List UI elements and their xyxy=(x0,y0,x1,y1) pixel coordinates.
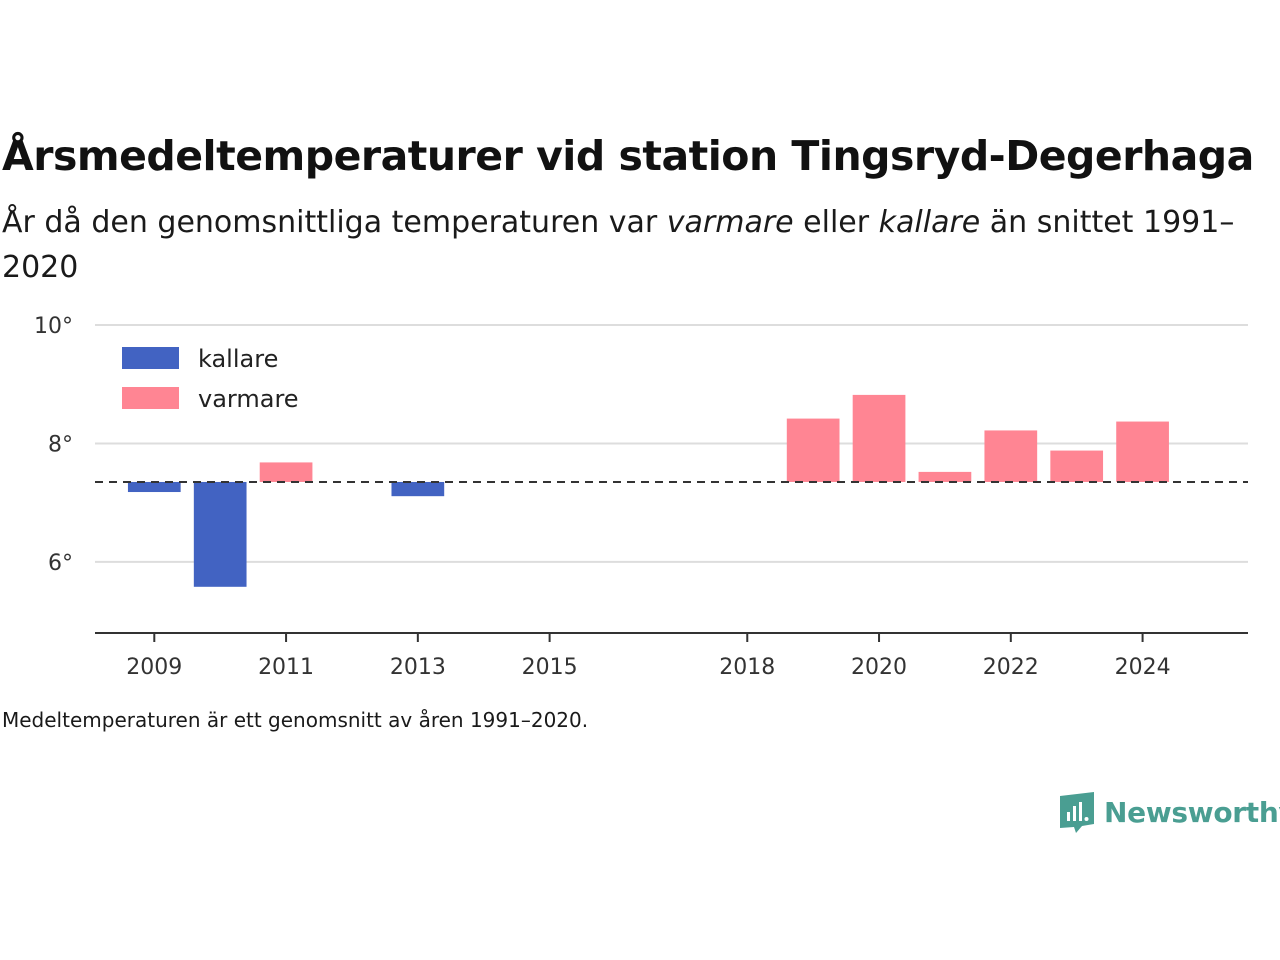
x-tick-label-2009: 2009 xyxy=(126,655,182,680)
x-tick-label-2018: 2018 xyxy=(719,655,775,680)
bar-2021 xyxy=(918,471,972,482)
y-tick-label-6: 6° xyxy=(48,551,73,576)
legend-label-kallare: kallare xyxy=(198,345,278,373)
bar-2009 xyxy=(127,481,181,493)
bar-2022 xyxy=(984,430,1038,482)
x-tick-label-2024: 2024 xyxy=(1115,655,1171,680)
legend-swatch-varmare xyxy=(122,387,179,409)
subtitle-text-1: År då den genomsnittliga temperaturen va… xyxy=(2,205,667,240)
bars xyxy=(127,394,1169,587)
x-tick-label-2020: 2020 xyxy=(851,655,907,680)
chart-title: Årsmedeltemperaturer vid station Tingsry… xyxy=(2,132,1254,180)
subtitle-text-2: eller xyxy=(793,205,879,240)
x-tick-label-2015: 2015 xyxy=(522,655,578,680)
bar-2020 xyxy=(852,394,906,482)
bar-2019 xyxy=(786,418,840,482)
bar-2010 xyxy=(193,481,247,587)
bar-2011 xyxy=(259,462,313,482)
legend-label-varmare: varmare xyxy=(198,385,299,413)
y-tick-label-8: 8° xyxy=(48,432,73,457)
x-tick-label-2022: 2022 xyxy=(983,655,1039,680)
subtitle-text-3: än snittet 1991–2020 xyxy=(2,205,1235,285)
y-tick-label-10: 10° xyxy=(34,314,73,339)
x-tick-label-2011: 2011 xyxy=(258,655,314,680)
subtitle-colder: kallare xyxy=(878,205,981,240)
x-axis-ticks: 2009 2011 2013 2015 2018 2020 2022 2024 xyxy=(126,633,1171,680)
chart-subtitle: År då den genomsnittliga temperaturen va… xyxy=(2,200,1242,290)
legend: kallare varmare xyxy=(122,345,299,413)
footnote: Medeltemperaturen är ett genomsnitt av å… xyxy=(2,708,589,732)
x-tick-label-2013: 2013 xyxy=(390,655,446,680)
legend-swatch-kallare xyxy=(122,347,179,369)
bar-chart: 6° 8° 10° 2009 2011 2013 2015 2018 2020 2022 2024… xyxy=(34,314,1248,680)
brand-name: Newsworthy xyxy=(1104,795,1280,829)
brand-logo: Newsworthy xyxy=(1058,790,1280,834)
bar-2024 xyxy=(1116,421,1169,482)
y-axis-ticks: 6° 8° 10° xyxy=(34,314,73,576)
subtitle-warmer: varmare xyxy=(666,205,794,240)
bar-2013 xyxy=(391,481,445,497)
bar-2023 xyxy=(1050,450,1104,482)
newsworthy-logo-icon xyxy=(1060,792,1094,833)
grid-lines xyxy=(95,324,1248,563)
